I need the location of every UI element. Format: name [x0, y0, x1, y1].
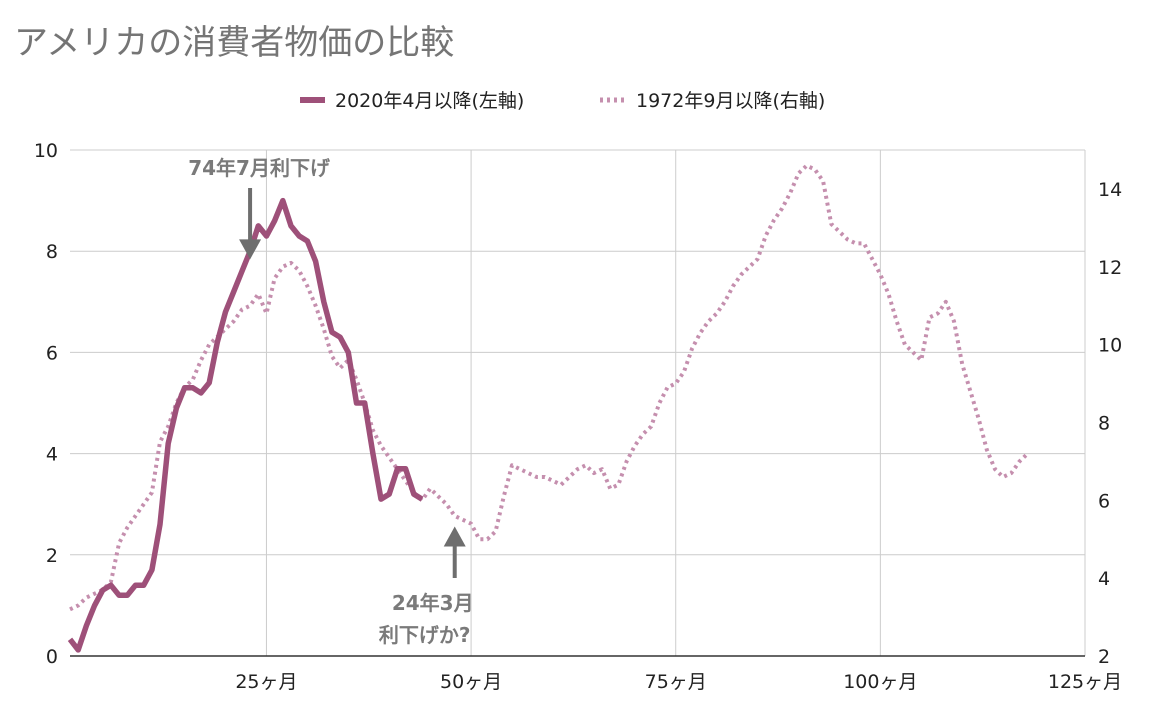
y-right-tick-label: 8	[1098, 412, 1110, 434]
arrow-up-icon	[443, 526, 466, 547]
series-line-1972	[69, 163, 1030, 612]
y-right-tick-label: 14	[1098, 179, 1122, 201]
chart-title: アメリカの消費者物価の比較	[14, 23, 454, 63]
x-tick-label: 125ヶ月	[1048, 671, 1122, 693]
x-tick-label: 75ヶ月	[645, 671, 707, 693]
y-right-tick-label: 2	[1098, 646, 1110, 668]
legend-label-1972: 1972年9月以降(右軸)	[636, 90, 825, 112]
y-left-tick-label: 4	[46, 444, 58, 466]
y-left-tick-label: 6	[46, 342, 58, 364]
x-tick-label: 50ヶ月	[440, 671, 502, 693]
grid-layer	[70, 149, 1086, 656]
right-axis: 2 4 6 8 10 12 14	[1098, 179, 1122, 668]
y-left-tick-label: 8	[46, 241, 58, 263]
x-tick-label: 100ヶ月	[843, 671, 917, 693]
x-tick-label: 25ヶ月	[235, 671, 297, 693]
y-left-tick-label: 10	[34, 140, 58, 162]
left-axis: 0 2 4 6 8 10	[34, 140, 58, 668]
y-left-tick-label: 0	[46, 646, 58, 668]
legend: 2020年4月以降(左軸) 1972年9月以降(右軸)	[300, 90, 825, 112]
series-line-2020	[67, 197, 424, 653]
y-right-tick-label: 4	[1098, 568, 1110, 590]
series-layer	[67, 163, 1030, 653]
annotation-label-rate-cut-question: 利下げか?	[379, 623, 471, 647]
y-right-tick-label: 6	[1098, 490, 1110, 512]
y-right-tick-label: 12	[1098, 257, 1122, 279]
legend-item-2020: 2020年4月以降(左軸)	[300, 90, 524, 112]
annotation-label-rate-cut-1974: 74年7月利下げ	[188, 156, 331, 180]
legend-item-1972: 1972年9月以降(右軸)	[600, 90, 825, 112]
annotation-label-march-2024: 24年3月	[392, 591, 474, 615]
y-left-tick-label: 2	[46, 545, 58, 567]
x-axis: 25ヶ月 50ヶ月 75ヶ月 100ヶ月 125ヶ月	[70, 655, 1122, 693]
y-right-tick-label: 10	[1098, 335, 1122, 357]
arrow-down-icon	[239, 239, 262, 260]
legend-label-2020: 2020年4月以降(左軸)	[335, 90, 524, 112]
